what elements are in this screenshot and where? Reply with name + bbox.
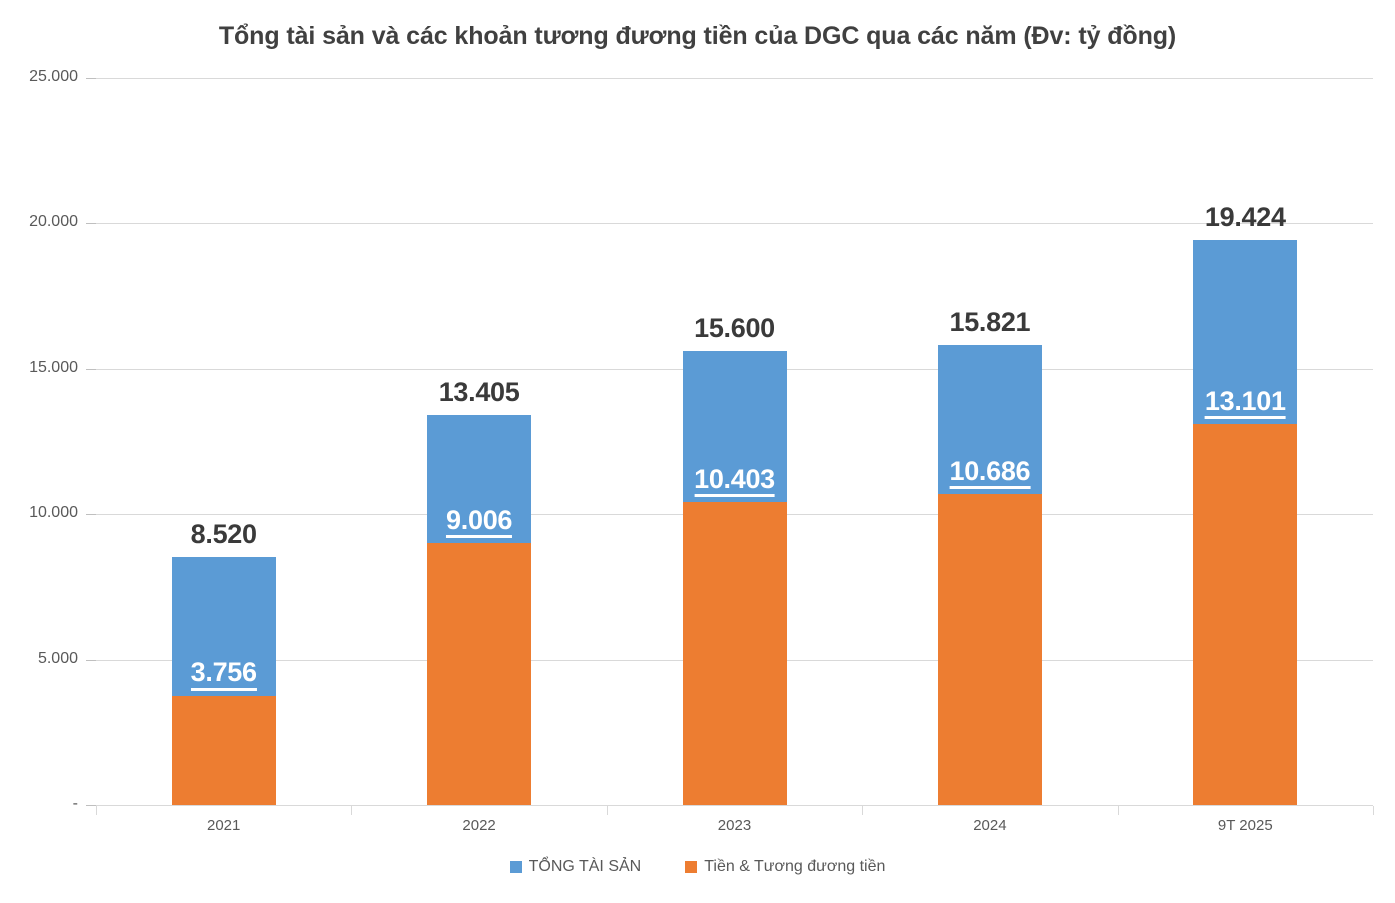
x-axis-tick-label: 2021 <box>207 817 241 834</box>
y-axis-tick-mark <box>86 368 96 370</box>
x-axis-tick-mark <box>862 806 864 815</box>
bar-cash-value-label: 3.756 <box>190 659 257 691</box>
bar-cash-value-label: 13.101 <box>1204 387 1286 420</box>
y-axis-tick-mark <box>86 514 96 516</box>
x-axis-tick-label: 2022 <box>462 817 496 834</box>
bar-total-value-label: 15.600 <box>694 313 775 344</box>
chart-title: Tổng tài sản và các khoản tương đương ti… <box>218 22 1177 50</box>
bar-cash-value-label: 10.686 <box>949 457 1031 490</box>
gridline <box>96 78 1373 79</box>
bar-group[interactable]: 15.600 10.403 <box>682 313 787 805</box>
bar-total-value-label: 13.405 <box>438 377 520 408</box>
x-axis-tick-mark <box>351 806 353 815</box>
x-axis-tick-label: 9T 2025 <box>1217 817 1273 834</box>
y-axis-tick-mark <box>86 805 96 806</box>
bar-segment-cash[interactable] <box>1193 424 1298 805</box>
chart-legend: TỔNG TÀI SẢN Tiền & Tương đương tiền <box>0 858 1395 876</box>
gridline <box>96 223 1373 225</box>
bar-segment-cash[interactable] <box>937 494 1042 805</box>
y-axis-tick-label: 10.000 <box>29 504 78 522</box>
bar-group[interactable]: 8.520 3.756 <box>171 519 276 805</box>
y-axis-tick-label: 5.000 <box>37 649 78 667</box>
legend-item[interactable]: TỔNG TÀI SẢN <box>509 858 642 876</box>
y-axis-tick-label: 20.000 <box>29 213 78 231</box>
x-axis-tick-mark <box>1373 806 1374 815</box>
bar-segment-cash[interactable] <box>682 502 787 805</box>
bar-cash-value-label: 9.006 <box>446 506 512 539</box>
bar-group[interactable]: 13.405 9.006 <box>427 377 532 805</box>
legend-swatch-icon <box>685 861 698 873</box>
bar-cash-value-label: 10.403 <box>694 465 775 498</box>
legend-swatch-icon <box>509 861 522 873</box>
plot-area: 8.520 3.756 13.405 9.006 15.600 10.403 15.821 1… <box>96 78 1373 805</box>
bar-total-value-label: 19.424 <box>1204 202 1286 233</box>
x-axis-line <box>96 805 1373 806</box>
bar-total-value-label: 15.821 <box>949 306 1031 337</box>
bar-group[interactable]: 19.424 13.101 <box>1193 202 1298 805</box>
x-axis-tick-mark <box>96 806 97 815</box>
y-axis-tick-label: 15.000 <box>29 358 78 376</box>
legend-label: TỔNG TÀI SẢN <box>528 858 642 875</box>
x-axis-tick-mark <box>606 806 608 815</box>
y-axis-tick-mark <box>86 223 96 225</box>
x-axis-tick-mark <box>1117 806 1119 815</box>
y-axis-tick-label: - <box>72 795 78 812</box>
x-axis-tick-label: 2024 <box>973 817 1007 834</box>
legend-item[interactable]: Tiền & Tương đương tiền <box>685 858 885 876</box>
x-axis-tick-label: 2023 <box>717 817 752 834</box>
bar-segment-cash[interactable] <box>171 695 276 805</box>
bar-total-value-label: 8.520 <box>190 519 257 550</box>
y-axis-tick-label: 25.000 <box>29 68 78 85</box>
bar-segment-cash[interactable] <box>427 543 532 805</box>
legend-label: Tiền & Tương đương tiền <box>704 858 886 875</box>
y-axis-tick-mark <box>86 78 96 79</box>
bar-group[interactable]: 15.821 10.686 <box>937 307 1042 805</box>
y-axis-tick-mark <box>86 659 96 661</box>
